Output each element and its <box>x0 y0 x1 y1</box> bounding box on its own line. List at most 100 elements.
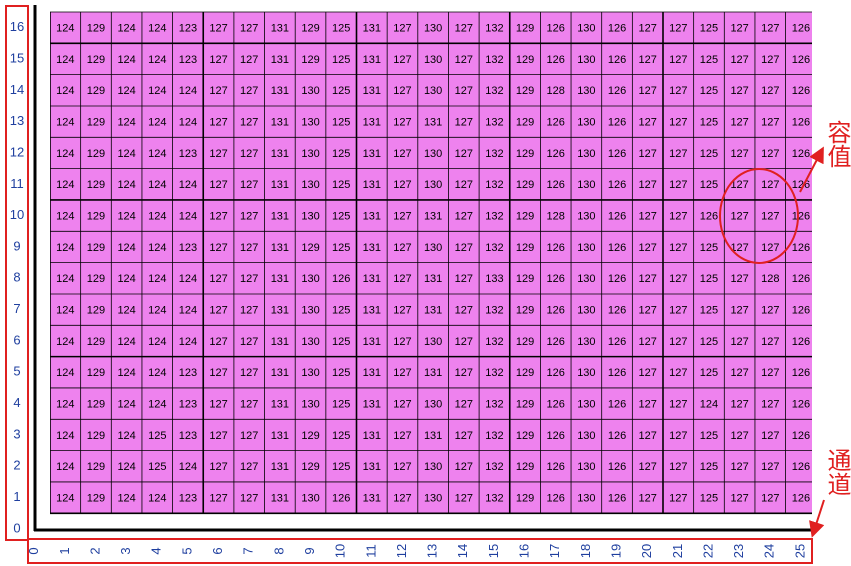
cell-value: 131 <box>271 242 289 254</box>
cell-value: 130 <box>301 399 319 411</box>
cell-value: 127 <box>209 23 227 35</box>
cell-value: 125 <box>332 117 350 129</box>
axis-box <box>27 538 813 564</box>
cell-value: 127 <box>393 305 411 317</box>
cell-value: 130 <box>577 85 595 97</box>
cell-value: 129 <box>301 430 319 442</box>
cell-value: 125 <box>332 148 350 160</box>
cell-value: 130 <box>577 493 595 505</box>
cell-value: 132 <box>485 179 503 191</box>
cell-value: 124 <box>179 117 197 129</box>
cell-value: 127 <box>393 493 411 505</box>
cell-value: 126 <box>608 305 626 317</box>
cell-value: 125 <box>700 367 718 379</box>
cell-value: 131 <box>424 305 442 317</box>
cell-value: 127 <box>669 461 687 473</box>
cell-value: 124 <box>148 399 166 411</box>
cell-value: 127 <box>240 367 258 379</box>
cell-value: 123 <box>179 430 197 442</box>
cell-value: 127 <box>761 117 779 129</box>
cell-value: 127 <box>669 367 687 379</box>
cell-value: 127 <box>761 148 779 160</box>
cell-value: 127 <box>669 305 687 317</box>
cell-value: 130 <box>424 54 442 66</box>
cell-value: 127 <box>240 211 258 223</box>
cell-value: 124 <box>179 305 197 317</box>
cell-value: 126 <box>792 54 810 66</box>
cell-value: 125 <box>332 430 350 442</box>
cell-value: 129 <box>516 23 534 35</box>
cell-value: 132 <box>485 367 503 379</box>
cell-value: 127 <box>455 367 473 379</box>
cell-value: 127 <box>455 54 473 66</box>
cell-value: 126 <box>608 273 626 285</box>
cell-value: 124 <box>179 211 197 223</box>
cell-value: 126 <box>792 85 810 97</box>
cell-value: 126 <box>608 85 626 97</box>
cell-value: 127 <box>761 399 779 411</box>
y-label: 13 <box>10 113 24 128</box>
y-label: 8 <box>13 270 20 285</box>
x-label: 5 <box>179 547 194 554</box>
cell-value: 124 <box>56 211 74 223</box>
cell-value: 131 <box>271 493 289 505</box>
cell-value: 124 <box>56 242 74 254</box>
cell-value: 131 <box>424 367 442 379</box>
cell-value: 131 <box>363 430 381 442</box>
cell-value: 127 <box>209 305 227 317</box>
cell-value: 126 <box>547 54 565 66</box>
cell-value: 124 <box>117 367 135 379</box>
cell-value: 124 <box>179 336 197 348</box>
cell-value: 128 <box>547 211 565 223</box>
cell-value: 130 <box>424 85 442 97</box>
annotation: 容值 <box>823 120 851 168</box>
cell-value: 127 <box>393 117 411 129</box>
cell-value: 127 <box>761 211 779 223</box>
arrow <box>809 499 825 538</box>
cell-value: 125 <box>700 148 718 160</box>
cell-value: 127 <box>669 399 687 411</box>
y-label: 6 <box>13 332 20 347</box>
cell-value: 129 <box>87 23 105 35</box>
cell-value: 129 <box>87 367 105 379</box>
cell-value: 131 <box>363 399 381 411</box>
cell-value: 127 <box>730 461 748 473</box>
y-label: 11 <box>10 176 24 191</box>
cell-value: 123 <box>179 148 197 160</box>
cell-value: 126 <box>547 273 565 285</box>
x-label: 1 <box>57 547 72 554</box>
cell-value: 129 <box>87 54 105 66</box>
cell-value: 125 <box>700 242 718 254</box>
cell-value: 127 <box>638 242 656 254</box>
cell-value: 132 <box>485 148 503 160</box>
cell-value: 124 <box>56 148 74 160</box>
cell-value: 127 <box>761 430 779 442</box>
cell-value: 127 <box>455 273 473 285</box>
cell-value: 126 <box>792 211 810 223</box>
x-label: 21 <box>670 544 685 558</box>
cell-value: 130 <box>424 23 442 35</box>
cell-value: 131 <box>363 54 381 66</box>
cell-value: 130 <box>577 23 595 35</box>
cell-value: 127 <box>638 23 656 35</box>
cell-value: 127 <box>455 117 473 129</box>
cell-value: 131 <box>363 117 381 129</box>
cell-value: 124 <box>117 179 135 191</box>
cell-value: 124 <box>148 179 166 191</box>
x-label: 24 <box>762 544 777 558</box>
cell-value: 127 <box>209 336 227 348</box>
x-label: 19 <box>608 544 623 558</box>
cell-value: 130 <box>301 493 319 505</box>
cell-value: 127 <box>209 273 227 285</box>
cell-value: 129 <box>516 148 534 160</box>
cell-value: 124 <box>148 242 166 254</box>
cell-value: 130 <box>577 336 595 348</box>
cell-value: 127 <box>455 242 473 254</box>
cell-value: 131 <box>363 179 381 191</box>
cell-value: 127 <box>393 399 411 411</box>
cell-value: 126 <box>792 242 810 254</box>
cell-value: 129 <box>516 117 534 129</box>
cell-value: 127 <box>455 85 473 97</box>
cell-value: 124 <box>148 273 166 285</box>
cell-value: 131 <box>424 117 442 129</box>
